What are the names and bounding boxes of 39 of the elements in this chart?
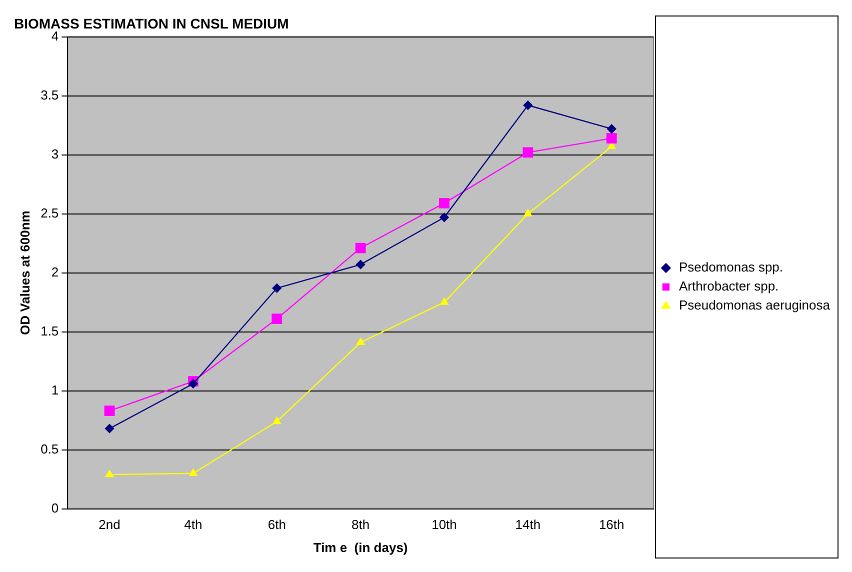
x-tick-label: 14th [515, 517, 541, 532]
x-tick-label: 4th [184, 517, 202, 532]
x-axis-title: Tim e (in days) [313, 540, 408, 555]
point [272, 314, 282, 324]
point [272, 284, 282, 293]
point [189, 468, 198, 476]
y-tick-label: 0 [51, 500, 59, 516]
point [188, 379, 198, 388]
y-tick-label: 2.5 [40, 205, 59, 220]
y-tick-label: 2 [51, 264, 59, 280]
legend-label: Pseudomonas aeruginosa [678, 298, 831, 313]
point [356, 260, 366, 270]
point [439, 198, 450, 208]
point [356, 338, 365, 346]
y-axis-title: OD Values at 600nm [17, 210, 32, 335]
point [522, 147, 534, 158]
point [440, 298, 448, 305]
x-tick-label: 10th [432, 517, 457, 532]
x-tick-label: 2nd [98, 517, 120, 532]
point [523, 100, 533, 110]
point [104, 424, 114, 434]
y-tick-label: 1.5 [40, 323, 59, 338]
legend-label: Arthrobacter spp. [678, 278, 779, 294]
point [607, 124, 616, 134]
point [524, 209, 532, 216]
x-tick-label: 16th [598, 517, 624, 532]
point [105, 470, 114, 478]
y-tick-label: 3.5 [40, 87, 59, 102]
y-tick-label: 1 [51, 382, 59, 398]
y-tick-label: 0.5 [40, 441, 59, 456]
point [272, 416, 281, 424]
point [355, 242, 366, 254]
x-tick-label: 8th [352, 517, 370, 532]
legend-label: Psedomonas spp. [678, 260, 784, 275]
y-tick-label: 3 [51, 146, 59, 162]
point [440, 212, 449, 222]
point [606, 133, 617, 144]
x-tick-label: 6th [268, 517, 286, 532]
point [104, 406, 115, 416]
